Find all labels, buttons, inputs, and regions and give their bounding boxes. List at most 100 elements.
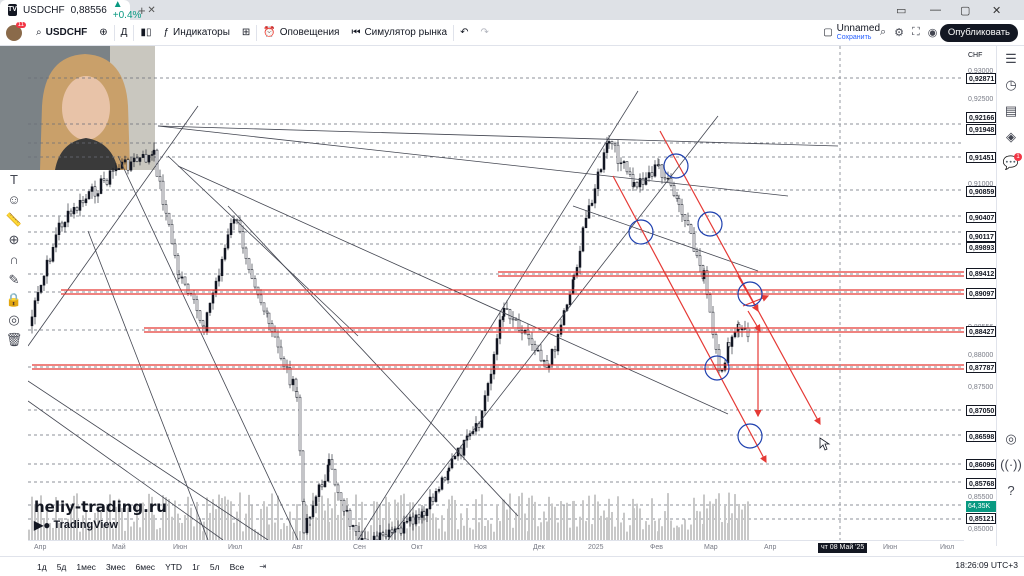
range-button[interactable]: 3мес [105, 561, 126, 572]
candle-body [152, 149, 156, 155]
browser-tab[interactable]: TV USDCHF 0,88556 ▲ +0.4% ✕ [0, 0, 156, 21]
indicators-button[interactable]: ƒ Индикаторы [157, 20, 235, 46]
zoom-icon[interactable]: ⊕ [8, 232, 20, 247]
volume-bar [421, 508, 423, 540]
signal-icon[interactable]: ((·)) [1000, 457, 1022, 472]
range-button[interactable]: 5л [209, 561, 220, 572]
candle-body [150, 154, 154, 156]
symbol-search[interactable]: ⌕ USDCHF [30, 20, 93, 46]
candle-body [692, 233, 696, 252]
layout-button[interactable]: ▢ Unnamed Сохранить [817, 20, 886, 46]
time-axis[interactable]: Апр Май Июн Июл Авг Сен Окт Ноя Дек 2025 Фев Мар Апр… [28, 540, 964, 554]
date-range-icon[interactable]: ⇥ [259, 561, 267, 571]
volume-bar [718, 493, 720, 540]
volume-bar [209, 512, 211, 540]
compare-button[interactable]: ⊕ [93, 20, 113, 46]
volume-bar [127, 507, 129, 540]
candle-body [354, 525, 358, 532]
target-icon[interactable]: ◎ [1005, 431, 1017, 446]
redo-button[interactable]: ↷ [474, 20, 494, 46]
price-label: 0,91000 [968, 181, 994, 188]
range-button[interactable]: 5д [56, 561, 67, 572]
range-button[interactable]: YTD [165, 561, 183, 572]
candle-body [632, 182, 636, 187]
range-button[interactable]: 1г [192, 561, 200, 572]
camera-icon[interactable]: ◉ [927, 27, 938, 39]
magnet-icon[interactable]: ∩ [9, 252, 19, 267]
candle-body [650, 172, 654, 177]
undo-button[interactable]: ↶ [454, 20, 474, 46]
emoji-icon[interactable]: ☺ [7, 192, 21, 207]
minimize-icon[interactable]: — [930, 4, 941, 16]
data-window-icon[interactable]: ▤ [1004, 103, 1018, 118]
eye-icon[interactable]: ◎ [8, 312, 20, 327]
range-button[interactable]: 1д [37, 561, 47, 572]
chart-grid [28, 77, 964, 520]
volume-bar [560, 501, 562, 540]
alerts-clock-icon[interactable]: ◷ [1005, 77, 1017, 92]
candle-body [164, 204, 168, 214]
volume-bar [361, 501, 363, 540]
candle-body [553, 349, 557, 352]
candle-body [45, 259, 49, 277]
volume-bar [46, 511, 48, 540]
price-chart[interactable] [28, 46, 964, 540]
candle-body [195, 299, 199, 312]
maximize-icon[interactable]: ▢ [960, 4, 971, 17]
bottom-range-bar: 1д 5д 1мес 3мес 6мес YTD 1г 5л Все ⇥ [0, 556, 1024, 576]
close-window-icon[interactable]: ✕ [992, 4, 1002, 17]
publish-button[interactable]: Опубликовать [939, 24, 1018, 42]
volume-bar [178, 522, 180, 540]
trash-icon[interactable]: 🗑 [5, 332, 23, 347]
text-icon[interactable]: T [10, 172, 18, 187]
candle-body [114, 169, 118, 172]
new-tab-icon[interactable]: + [138, 2, 146, 18]
volume-bar [254, 529, 256, 540]
candle-body [680, 204, 684, 215]
replay-button[interactable]: ⏮ Симулятор рынка [345, 20, 453, 46]
volume-bar [703, 494, 705, 540]
pencil-lock-icon[interactable]: ✎ [8, 272, 20, 287]
volume-bar [454, 499, 456, 540]
candle-body [72, 207, 76, 215]
volume-bar [681, 524, 683, 540]
highlight-circle [737, 281, 763, 307]
avatar[interactable]: 11 [0, 20, 30, 46]
range-button[interactable]: 1мес [76, 561, 96, 572]
candle-body [495, 338, 499, 355]
volume-bar [435, 517, 437, 540]
candle-body [539, 349, 543, 362]
candle-body [647, 172, 651, 179]
layers-icon[interactable]: ◈ [1006, 129, 1016, 144]
range-button[interactable]: 6мес [135, 561, 156, 572]
chat-icon[interactable]: 💬 1 [997, 150, 1024, 176]
close-tab-icon[interactable]: ✕ [147, 4, 156, 16]
candle-body [486, 383, 490, 396]
volume-bar [731, 513, 733, 540]
volume-bar [423, 510, 425, 540]
lock-icon[interactable]: 🔒 [5, 292, 23, 307]
watchlist-icon[interactable]: ☰ [1005, 51, 1017, 66]
alerts-button[interactable]: ⏰ Оповещения [257, 20, 345, 46]
help-icon[interactable]: ? [1007, 483, 1015, 498]
candle-body [584, 217, 588, 228]
candle-body [198, 310, 202, 321]
volume-bar [478, 522, 480, 540]
range-button[interactable]: Все [229, 561, 245, 572]
ruler-icon[interactable]: 📏 [5, 212, 23, 227]
templates-button[interactable]: ⊞ [236, 20, 256, 46]
volume-bar [524, 513, 526, 540]
candle-body [229, 223, 233, 235]
price-axis[interactable]: CHF 0,93000 0,92871 0,92500 0,92166 0,91948 0… [964, 46, 996, 540]
time-label: Дек [533, 544, 545, 551]
candle-body [740, 328, 744, 331]
candle-body [135, 157, 139, 162]
candle-body [641, 178, 645, 185]
fullscreen-icon[interactable]: ⛶ [912, 26, 920, 38]
interval-button[interactable]: Д [120, 27, 128, 38]
chart-type-button[interactable]: ▮▯ [134, 20, 157, 46]
browser-layout-icon[interactable]: ▭ [896, 4, 907, 17]
quick-search-icon[interactable]: ⌕ [880, 26, 887, 38]
candle-body [508, 309, 512, 320]
settings-gear-icon[interactable]: ⚙ [894, 27, 905, 39]
